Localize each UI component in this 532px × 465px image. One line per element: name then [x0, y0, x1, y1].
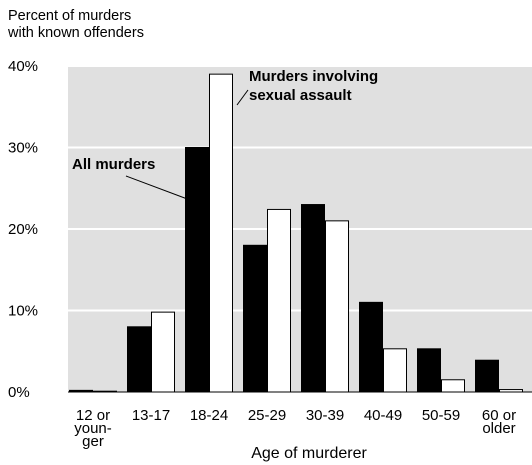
bar-all-murders — [359, 301, 383, 393]
bar-all-murders — [301, 204, 325, 393]
annotation-sexual-assault: Murders involving sexual assault — [249, 68, 378, 104]
bar-sexual-assault — [267, 208, 291, 393]
y-axis-title-line-1: Percent of murders — [8, 8, 132, 24]
bar-sexual-assault — [383, 348, 407, 393]
x-tick-label: 40-49 — [364, 407, 402, 424]
bar-sexual-assault — [325, 220, 349, 393]
x-tick-label: 25-29 — [248, 407, 286, 424]
annotation-all-murders: All murders — [72, 156, 155, 173]
bar-all-murders — [243, 244, 267, 393]
bar-sexual-assault — [441, 379, 465, 393]
bar-sexual-assault — [151, 311, 175, 393]
bar-all-murders — [127, 326, 151, 393]
annotation-leader-all-murders — [125, 175, 191, 201]
x-tick-label: 60 or older — [482, 407, 516, 437]
x-tick-label: 18-24 — [190, 407, 228, 424]
bar-all-murders — [417, 348, 441, 393]
annotation-leader-sexual-assault — [236, 89, 249, 106]
bar-sexual-assault — [209, 73, 233, 393]
x-axis-title: Age of murderer — [251, 445, 367, 462]
y-tick-label: 40% — [8, 58, 38, 75]
y-axis-title: Percent of murders with known offenders — [8, 8, 144, 42]
x-tick-label: 50-59 — [422, 407, 460, 424]
y-tick-label: 20% — [8, 221, 38, 238]
bar-all-murders — [475, 359, 499, 393]
x-tick-label: 13-17 — [132, 407, 170, 424]
y-tick-label: 10% — [8, 303, 38, 320]
y-tick-label: 30% — [8, 140, 38, 157]
x-tick-label: 30-39 — [306, 407, 344, 424]
y-axis-title-line-2: with known offenders — [8, 25, 144, 41]
y-tick-label: 0% — [8, 384, 30, 401]
bar-all-murders — [185, 147, 209, 393]
x-tick-label: 12 or youn-ger — [74, 407, 112, 450]
